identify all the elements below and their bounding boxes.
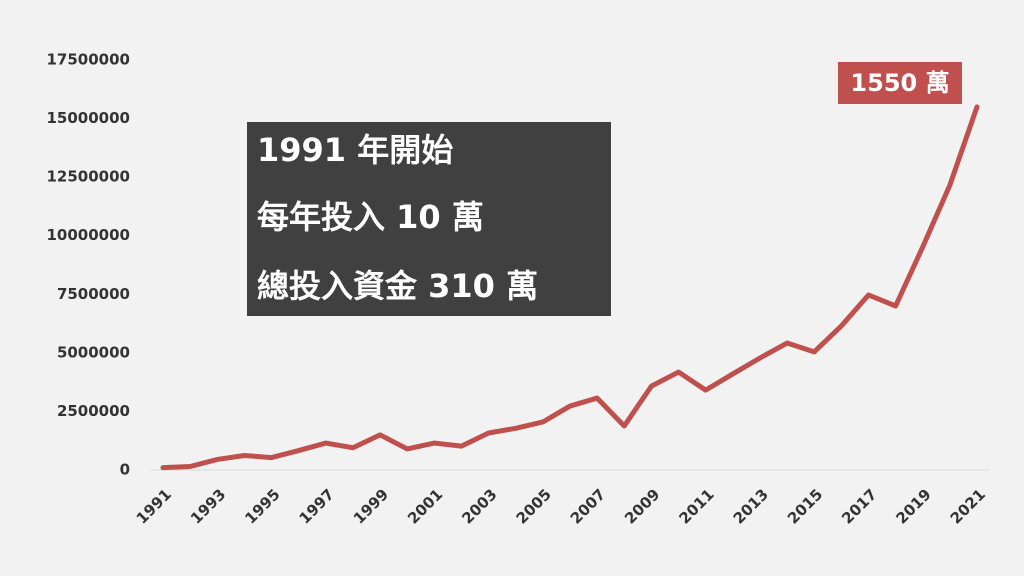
x-tick-label: 2003 [458, 485, 500, 527]
y-tick-label: 17500000 [47, 51, 131, 69]
end-label: 1550 萬 [850, 69, 949, 97]
x-tick-label: 2007 [567, 485, 609, 527]
y-tick-label: 12500000 [47, 168, 131, 186]
x-tick-label: 1993 [187, 485, 229, 527]
annotation: 1991 年開始 [257, 131, 453, 169]
y-tick-label: 15000000 [47, 109, 131, 127]
x-tick-label: 2009 [621, 485, 663, 527]
data-line [160, 104, 980, 471]
y-tick-label: 2500000 [57, 402, 130, 420]
x-tick-label: 2013 [730, 485, 772, 527]
x-tick-label: 1997 [296, 485, 338, 527]
y-tick-label: 10000000 [47, 226, 131, 244]
x-tick-label: 2001 [404, 485, 446, 527]
x-tick-label: 1999 [350, 485, 392, 527]
x-tick-label: 2017 [838, 485, 880, 527]
x-tick-label: 2019 [892, 485, 934, 527]
y-tick-label: 5000000 [57, 343, 130, 361]
x-tick-label: 1991 [133, 485, 175, 527]
x-tick-label: 2011 [675, 485, 717, 527]
annotation: 總投入資金 310 萬 [257, 267, 538, 305]
annotation-box [247, 122, 611, 316]
x-tick-label: 2015 [784, 485, 826, 527]
x-tick-label: 2005 [513, 485, 555, 527]
x-tick-label: 2021 [947, 485, 989, 527]
x-tick-label: 1995 [241, 485, 283, 527]
y-tick-label: 0 [120, 461, 130, 479]
annotation: 每年投入 10 萬 [257, 198, 484, 236]
y-tick-label: 7500000 [57, 285, 130, 303]
end-label-box [838, 62, 962, 104]
